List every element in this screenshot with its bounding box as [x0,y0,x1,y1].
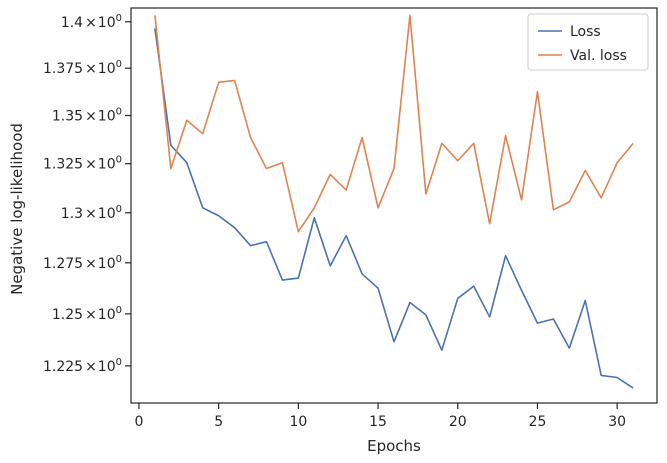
y-tick-base: 10 [98,359,116,375]
y-tick-label: 1.3 ×100 [61,204,122,222]
y-tick-times: × [85,108,97,124]
y-tick-mantissa: 1.375 [43,61,83,77]
y-tick-label: 1.225 ×100 [43,357,122,375]
y-tick-exponent: 0 [116,155,122,166]
x-tick-label: 0 [135,414,144,430]
y-tick-base: 10 [98,256,116,272]
legend-label-val-loss: Val. loss [570,48,627,64]
y-tick-label: 1.4 ×100 [61,13,122,31]
y-tick-label: 1.275 ×100 [43,254,122,272]
y-tick-base: 10 [98,108,116,124]
y-tick-mantissa: 1.325 [43,157,83,173]
y-tick-label: 1.35 ×100 [52,106,122,124]
y-tick-times: × [85,206,97,222]
y-tick-base: 10 [98,15,116,31]
y-tick-mantissa: 1.35 [52,108,83,124]
y-axis-label: Negative log-likelihood [8,123,26,295]
legend-box [527,13,649,71]
y-tick-base: 10 [98,61,116,77]
y-tick-exponent: 0 [116,59,122,70]
x-axis-ticks: 0 5 10 15 20 25 30 [135,403,626,430]
x-tick-label: 20 [449,414,467,430]
y-tick-exponent: 0 [116,254,122,265]
y-tick-times: × [85,15,97,31]
x-tick-label: 5 [214,414,223,430]
y-tick-mantissa: 1.3 [61,206,83,222]
x-tick-label: 10 [289,414,307,430]
series-line-val-loss [154,14,634,233]
y-tick-times: × [85,61,97,77]
y-tick-base: 10 [98,307,116,323]
y-tick-exponent: 0 [116,305,122,316]
y-tick-exponent: 0 [116,204,122,215]
y-tick-label: 1.325 ×100 [43,155,122,173]
y-tick-times: × [85,359,97,375]
y-tick-mantissa: 1.25 [52,307,83,323]
x-tick-label: 15 [369,414,387,430]
plot-frame [130,7,658,404]
y-tick-label: 1.375 ×100 [43,59,122,77]
y-tick-base: 10 [98,206,116,222]
legend-label-loss: Loss [570,24,601,40]
y-tick-times: × [85,157,97,173]
x-axis-label: Epochs [367,437,421,455]
x-tick-label: 25 [529,414,547,430]
y-tick-base: 10 [98,157,116,173]
series-line-loss [154,28,634,389]
y-tick-mantissa: 1.225 [43,359,83,375]
y-tick-times: × [85,307,97,323]
y-tick-times: × [85,256,97,272]
y-tick-mantissa: 1.4 [61,15,83,31]
y-tick-exponent: 0 [116,357,122,368]
legend: Loss Val. loss [527,13,649,71]
x-tick-label: 30 [608,414,626,430]
y-tick-mantissa: 1.275 [43,256,83,272]
y-tick-label: 1.25 ×100 [52,305,122,323]
y-tick-exponent: 0 [116,13,122,24]
plot-area [130,7,658,404]
y-tick-exponent: 0 [116,106,122,117]
